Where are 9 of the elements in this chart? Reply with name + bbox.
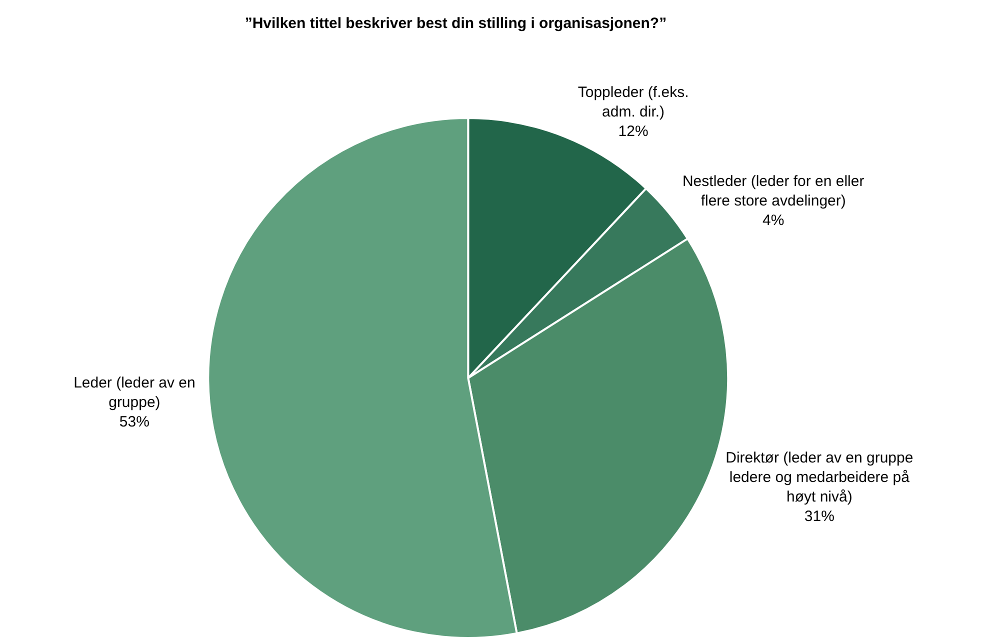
slice-label: Nestleder (leder for en eller flere store avdelinger) (682, 172, 864, 210)
slice-label: Toppleder (f.eks. adm. dir.) (578, 84, 689, 121)
data-label: 31% (804, 508, 834, 525)
data-label: 12% (618, 123, 648, 140)
slice-label: Direktør (leder av en gruppe ledere og medarbeidere på høyt nivå) (726, 449, 914, 506)
data-label: 4% (762, 212, 784, 229)
slice-label: Leder (leder av en gruppe) (74, 374, 196, 412)
chart-title: ”Hvilken tittel beskriver best din stilling i organisasjonen?” (244, 14, 667, 32)
data-label: 53% (119, 414, 150, 431)
